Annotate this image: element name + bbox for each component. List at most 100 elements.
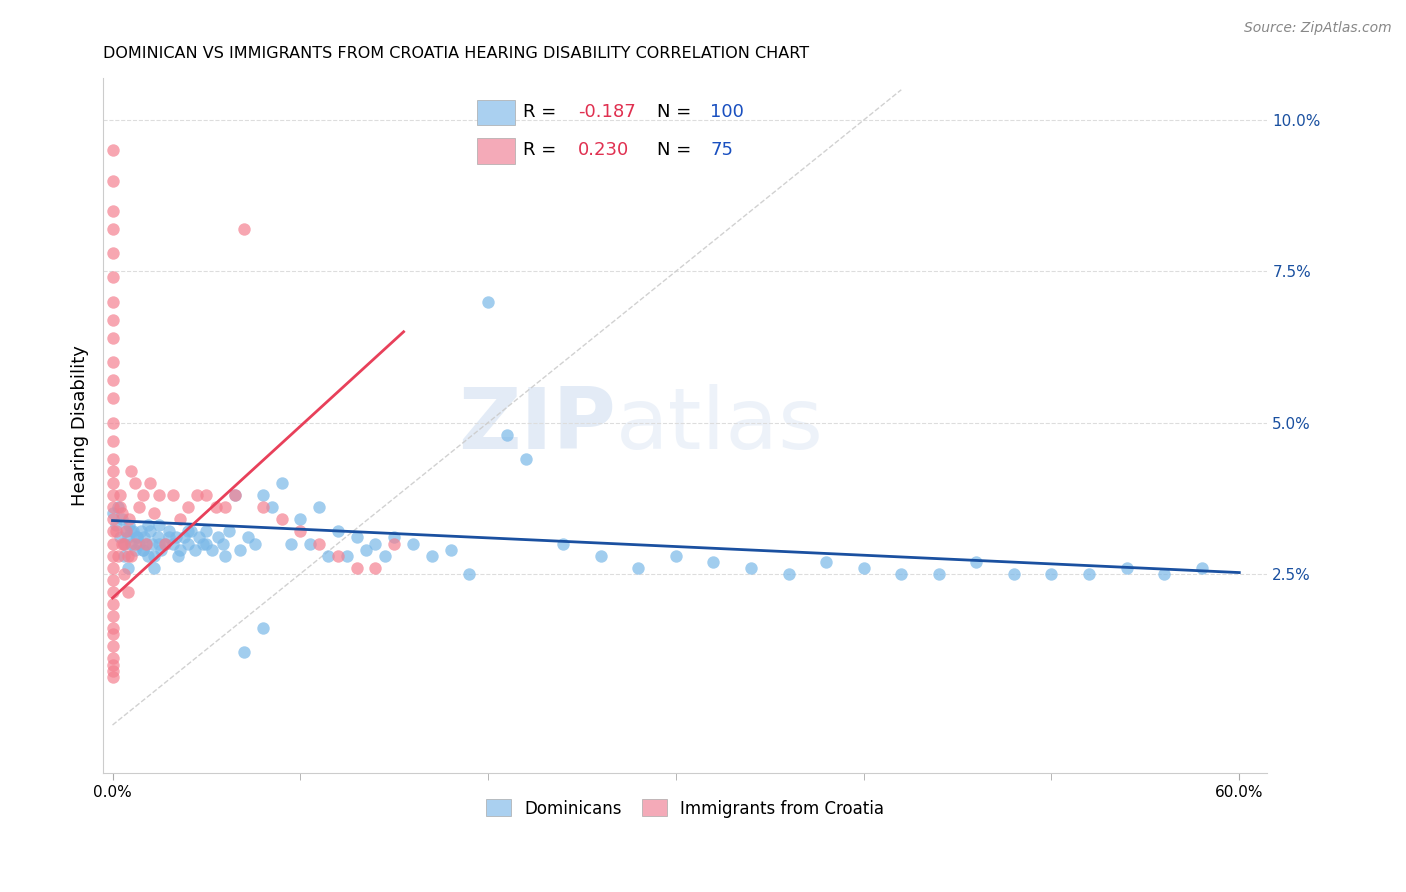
Point	[346, 531, 368, 545]
Point	[439, 542, 461, 557]
Point	[101, 270, 124, 285]
Point	[111, 536, 134, 550]
Point	[496, 427, 519, 442]
Point	[252, 621, 274, 635]
Point	[124, 476, 146, 491]
Text: DOMINICAN VS IMMIGRANTS FROM CROATIA HEARING DISABILITY CORRELATION CHART: DOMINICAN VS IMMIGRANTS FROM CROATIA HEA…	[103, 46, 810, 62]
Point	[364, 536, 387, 550]
Point	[101, 488, 124, 502]
Point	[153, 536, 176, 550]
Text: ZIP: ZIP	[458, 384, 616, 467]
Point	[120, 464, 142, 478]
Point	[270, 512, 292, 526]
Point	[101, 585, 124, 599]
Point	[101, 500, 124, 515]
Point	[1078, 566, 1101, 581]
Point	[101, 434, 124, 448]
Point	[245, 536, 267, 550]
Point	[101, 640, 124, 654]
Point	[1191, 560, 1213, 574]
Point	[120, 536, 142, 550]
Point	[627, 560, 650, 574]
Y-axis label: Hearing Disability: Hearing Disability	[72, 345, 89, 506]
Point	[195, 524, 218, 539]
Point	[120, 549, 142, 563]
Point	[191, 536, 214, 550]
Point	[374, 549, 396, 563]
Point	[142, 549, 165, 563]
Point	[702, 555, 724, 569]
Point	[852, 560, 875, 574]
Legend: Dominicans, Immigrants from Croatia: Dominicans, Immigrants from Croatia	[479, 793, 891, 824]
Point	[139, 524, 162, 539]
Point	[195, 536, 218, 550]
Point	[515, 451, 537, 466]
Point	[176, 536, 198, 550]
Point	[101, 416, 124, 430]
Point	[114, 524, 136, 539]
Point	[148, 536, 170, 550]
Point	[890, 566, 912, 581]
Point	[135, 536, 157, 550]
Point	[308, 500, 330, 515]
Point	[101, 524, 124, 539]
Point	[120, 524, 142, 539]
Point	[326, 524, 349, 539]
Point	[101, 392, 124, 406]
Point	[135, 536, 157, 550]
Point	[105, 524, 128, 539]
Point	[1002, 566, 1025, 581]
Point	[212, 536, 235, 550]
Point	[101, 506, 124, 520]
Point	[101, 560, 124, 574]
Point	[169, 512, 191, 526]
Point	[477, 294, 499, 309]
Text: atlas: atlas	[616, 384, 824, 467]
Point	[128, 536, 150, 550]
Point	[364, 560, 387, 574]
Point	[117, 560, 139, 574]
Point	[108, 500, 131, 515]
Point	[665, 549, 688, 563]
Point	[101, 512, 124, 526]
Point	[101, 670, 124, 684]
Point	[101, 609, 124, 624]
Point	[420, 549, 443, 563]
Point	[224, 488, 246, 502]
Point	[553, 536, 575, 550]
Point	[218, 524, 240, 539]
Point	[382, 536, 405, 550]
Point	[233, 222, 256, 236]
Point	[105, 518, 128, 533]
Point	[101, 621, 124, 635]
Point	[165, 531, 187, 545]
Point	[290, 524, 312, 539]
Point	[117, 549, 139, 563]
Point	[270, 476, 292, 491]
Point	[118, 512, 141, 526]
Point	[169, 542, 191, 557]
Point	[101, 373, 124, 387]
Point	[458, 566, 481, 581]
Point	[101, 222, 124, 236]
Point	[101, 331, 124, 345]
Point	[111, 512, 134, 526]
Point	[125, 531, 148, 545]
Point	[150, 542, 173, 557]
Point	[101, 549, 124, 563]
Point	[124, 536, 146, 550]
Point	[112, 536, 135, 550]
Point	[180, 524, 202, 539]
Point	[107, 500, 129, 515]
Point	[101, 246, 124, 260]
Point	[124, 542, 146, 557]
Point	[134, 531, 156, 545]
Point	[157, 524, 180, 539]
Point	[101, 143, 124, 157]
Point	[101, 203, 124, 218]
Point	[101, 651, 124, 665]
Point	[308, 536, 330, 550]
Point	[129, 524, 152, 539]
Point	[187, 531, 209, 545]
Point	[101, 312, 124, 326]
